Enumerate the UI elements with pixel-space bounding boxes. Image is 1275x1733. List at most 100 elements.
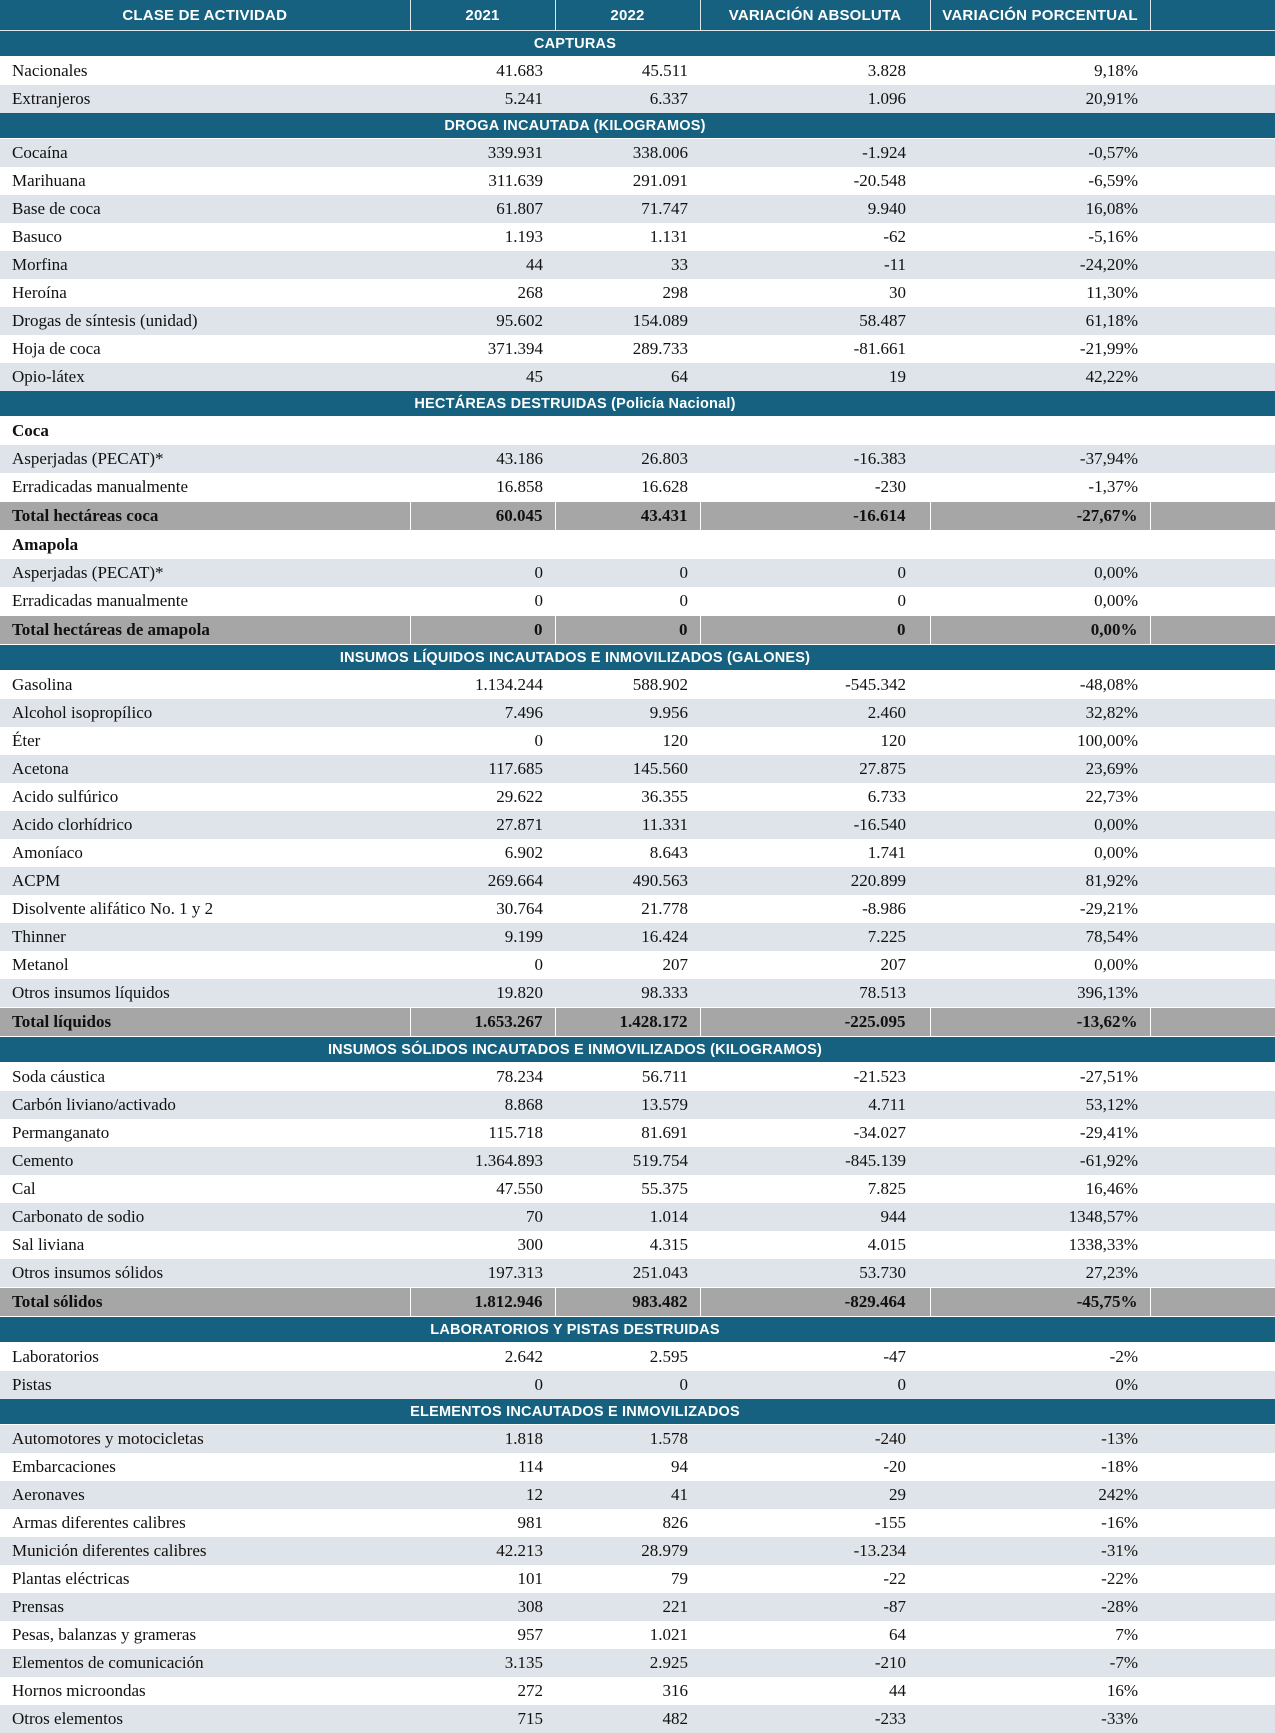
section-band-row: INSUMOS LÍQUIDOS INCAUTADOS E INMOVILIZA… xyxy=(0,644,1275,671)
row-filler-cell xyxy=(1150,559,1275,587)
value-2021-cell: 1.818 xyxy=(410,1424,555,1453)
variation-absolute-cell: -233 xyxy=(700,1705,930,1733)
variation-absolute-cell: -20 xyxy=(883,1457,906,1476)
activity-cell: Carbonato de sodio xyxy=(0,1203,410,1231)
variation-percent-cell: 61,18% xyxy=(930,307,1150,335)
value-2022-cell: 0 xyxy=(555,1371,700,1399)
row-filler-cell xyxy=(1150,1593,1275,1621)
activity-cell: Pistas xyxy=(0,1371,410,1399)
data-row: Gasolina 1.134.244 588.902 -545.342 -48,08% xyxy=(0,671,1275,700)
variation-percent-cell: 0,00% xyxy=(1094,843,1138,862)
variation-percent-cell: -16% xyxy=(1101,1513,1138,1532)
variation-percent-cell: 396,13% xyxy=(930,979,1150,1008)
variation-percent-cell: -7% xyxy=(930,1649,1150,1677)
value-2021-cell: 0 xyxy=(534,591,544,610)
section-title: ELEMENTOS INCAUTADOS E INMOVILIZADOS xyxy=(0,1399,1150,1425)
activity-cell: Erradicadas manualmente xyxy=(12,591,189,610)
row-filler-cell xyxy=(1150,951,1275,979)
row-filler-cell xyxy=(1150,307,1275,335)
value-2022-cell: 11.331 xyxy=(555,811,700,839)
value-2022-cell: 4.315 xyxy=(649,1235,688,1254)
value-2021-cell: 300 xyxy=(517,1235,544,1254)
activity-cell: Alcohol isopropílico xyxy=(0,699,410,727)
variation-absolute-cell: 0 xyxy=(897,591,907,610)
row-filler-cell xyxy=(1150,1119,1275,1147)
value-2021-cell xyxy=(410,531,555,560)
row-filler-cell xyxy=(1150,195,1275,223)
activity-cell: Amoníaco xyxy=(12,843,83,862)
data-row: Acetona 117.685 145.560 27.875 23,69% xyxy=(0,755,1275,783)
row-filler-cell xyxy=(1150,867,1275,895)
row-filler-cell xyxy=(1150,979,1275,1008)
value-2021-cell: 7.496 xyxy=(410,699,555,727)
row-filler-cell xyxy=(1150,1203,1275,1231)
value-2022-cell: 207 xyxy=(662,955,689,974)
value-2021-cell: 41.683 xyxy=(496,61,543,80)
row-filler-cell xyxy=(1150,1677,1275,1705)
variation-percent-cell: 0,00% xyxy=(930,559,1150,587)
value-2021-cell: 268 xyxy=(517,283,544,302)
data-row: Asperjadas (PECAT)* 0 0 0 0,00% xyxy=(0,559,1275,587)
variation-absolute-cell: -81.661 xyxy=(853,339,906,358)
value-2022-cell: 251.043 xyxy=(555,1259,700,1288)
activity-cell: Drogas de síntesis (unidad) xyxy=(0,307,410,335)
variation-percent-cell: 53,12% xyxy=(930,1091,1150,1119)
header-filler-cell xyxy=(1150,0,1275,31)
variation-percent-cell: 42,22% xyxy=(930,363,1150,391)
variation-absolute-cell: -21.523 xyxy=(853,1067,906,1086)
subheading-row: Amapola xyxy=(0,531,1275,560)
row-filler-cell xyxy=(1150,531,1275,560)
data-row: Drogas de síntesis (unidad) 95.602 154.089… xyxy=(0,307,1275,335)
activity-cell: Éter xyxy=(12,731,41,750)
variation-percent-cell: 81,92% xyxy=(930,867,1150,895)
variation-absolute-cell: 7.825 xyxy=(867,1179,906,1198)
activity-cell: Acido sulfúrico xyxy=(12,787,119,806)
data-row: Cal 47.550 55.375 7.825 16,46% xyxy=(0,1175,1275,1203)
data-row: Prensas 308 221 -87 -28% xyxy=(0,1593,1275,1621)
value-2022-cell: 64 xyxy=(555,363,700,391)
data-row: Hoja de coca 371.394 289.733 -81.661 -21,99% xyxy=(0,335,1275,363)
column-header-variacion-absoluta: VARIACIÓN ABSOLUTA xyxy=(700,0,931,31)
variation-percent-cell: 78,54% xyxy=(930,923,1150,951)
variation-percent-cell: 27,23% xyxy=(930,1259,1150,1288)
activity-cell: Soda cáustica xyxy=(12,1067,105,1086)
activity-cell: Armas diferentes calibres xyxy=(12,1513,186,1532)
data-row: Metanol 0 207 207 0,00% xyxy=(0,951,1275,979)
variation-percent-cell: -29,41% xyxy=(1079,1123,1138,1142)
data-row: Permanganato 115.718 81.691 -34.027 -29,41% xyxy=(0,1119,1275,1147)
value-2022-cell: 36.355 xyxy=(641,787,688,806)
activity-cell: Basuco xyxy=(12,227,63,246)
value-2021-cell: 101 xyxy=(517,1569,544,1588)
activity-cell: Hoja de coca xyxy=(12,339,101,358)
variation-percent-cell: 1348,57% xyxy=(930,1203,1150,1231)
value-2021-cell: 61.807 xyxy=(410,195,555,223)
value-2022-cell: 0 xyxy=(679,591,689,610)
value-2022-cell: 79 xyxy=(671,1569,688,1588)
section-band-row: CAPTURAS xyxy=(0,30,1275,57)
variation-percent-cell: -2% xyxy=(1109,1347,1138,1366)
activity-cell: ACPM xyxy=(0,867,410,895)
activity-cell: Nacionales xyxy=(12,61,88,80)
activity-cell: Opio-látex xyxy=(0,363,410,391)
activity-cell: Acido clorhídrico xyxy=(0,811,410,839)
variation-percent-cell: 0% xyxy=(930,1371,1150,1399)
variation-absolute-cell: -47 xyxy=(883,1347,906,1366)
variation-percent-cell: 0,00% xyxy=(930,615,1151,645)
data-row: Heroína 268 298 30 11,30% xyxy=(0,279,1275,307)
activity-cell: Amapola xyxy=(12,535,79,554)
section-band-row: DROGA INCAUTADA (KILOGRAMOS) xyxy=(0,113,1275,139)
variation-absolute-cell: 120 xyxy=(880,731,907,750)
variation-absolute-cell: 2.460 xyxy=(700,699,930,727)
row-filler-cell xyxy=(1150,727,1275,755)
value-2021-cell: 1.193 xyxy=(504,227,543,246)
value-2022-cell: 482 xyxy=(555,1705,700,1733)
value-2021-cell: 371.394 xyxy=(487,339,543,358)
row-filler-cell xyxy=(1150,1371,1275,1399)
variation-percent-cell: -1,37% xyxy=(1088,477,1138,496)
value-2022-cell: 94 xyxy=(671,1457,688,1476)
value-2021-cell: 117.685 xyxy=(410,755,555,783)
data-row: Opio-látex 45 64 19 42,22% xyxy=(0,363,1275,391)
activity-cell: Aeronaves xyxy=(0,1481,410,1509)
value-2022-cell: 826 xyxy=(662,1513,689,1532)
data-row: Armas diferentes calibres 981 826 -155 -16% xyxy=(0,1509,1275,1537)
